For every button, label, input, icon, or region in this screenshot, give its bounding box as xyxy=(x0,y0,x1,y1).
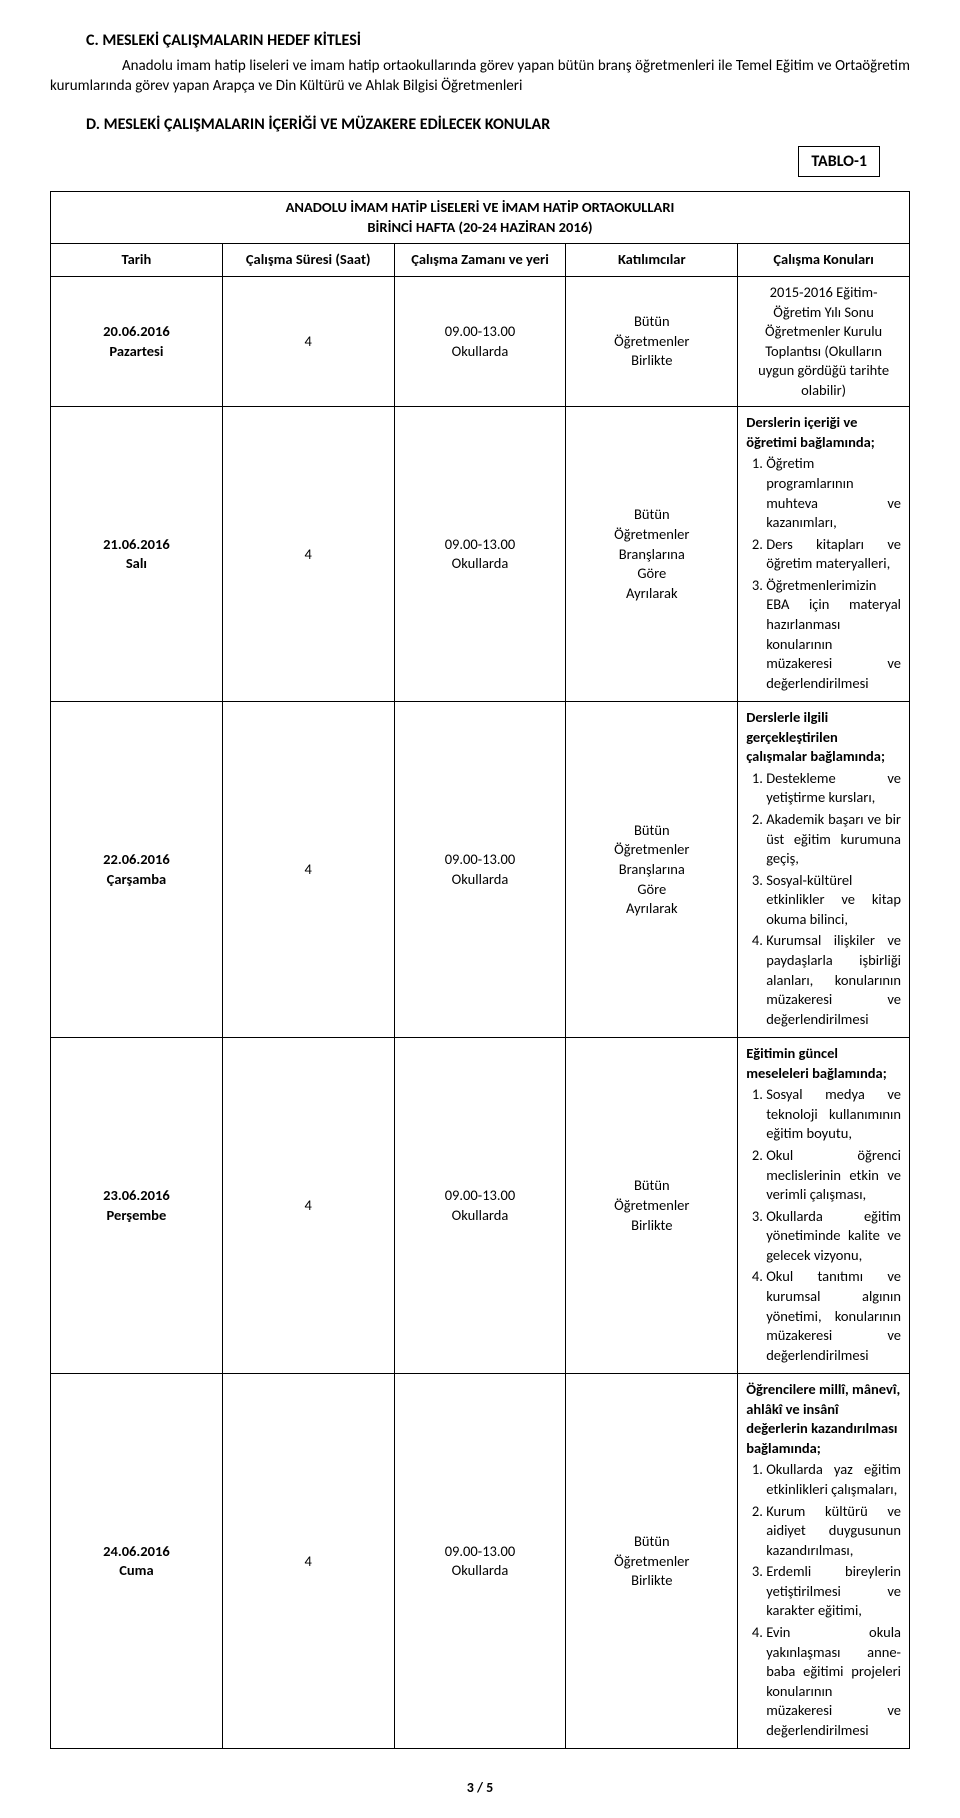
cell-topics: Derslerin içeriği ve öğretimi bağlamında… xyxy=(738,407,910,702)
cell-date: 22.06.2016Çarşamba xyxy=(51,702,223,1038)
topic-item: Öğretim programlarının muhteva ve kazanı… xyxy=(766,454,901,532)
th-topics: Çalışma Konuları xyxy=(738,244,910,277)
topic-item: Erdemli bireylerin yetiştirilmesi ve kar… xyxy=(766,1562,901,1621)
cell-duration: 4 xyxy=(222,702,394,1038)
topic-item: Sosyal medya ve teknoloji kullanımının e… xyxy=(766,1085,901,1144)
topic-item: Okullarda yaz eğitim etkinlikleri çalışm… xyxy=(766,1460,901,1499)
topic-item: Destekleme ve yetiştirme kursları, xyxy=(766,769,901,808)
cell-duration: 4 xyxy=(222,276,394,406)
table-row: 23.06.2016Perşembe409.00-13.00OkullardaB… xyxy=(51,1038,910,1374)
topic-head: Derslerin içeriği ve öğretimi bağlamında… xyxy=(746,413,901,452)
topic-list: Sosyal medya ve teknoloji kullanımının e… xyxy=(766,1085,901,1365)
cell-topics: Öğrencilere millî, mânevî, ahlâkî ve ins… xyxy=(738,1374,910,1749)
table-label: TABLO-1 xyxy=(798,146,880,178)
cell-date: 20.06.2016Pazartesi xyxy=(51,276,223,406)
section-c-heading: C. MESLEKİ ÇALIŞMALARIN HEDEF KİTLESİ xyxy=(50,30,910,52)
banner-line1: ANADOLU İMAM HATİP LİSELERİ VE İMAM HATİ… xyxy=(59,198,901,218)
banner-row: ANADOLU İMAM HATİP LİSELERİ VE İMAM HATİ… xyxy=(51,192,910,244)
topic-item: Evin okula yakınlaşması anne-baba eğitim… xyxy=(766,1623,901,1740)
cell-duration: 4 xyxy=(222,1038,394,1374)
topic-list: Destekleme ve yetiştirme kursları,Akadem… xyxy=(766,769,901,1029)
cell-topics: Eğitimin güncel meseleleri bağlamında;So… xyxy=(738,1038,910,1374)
cell-topics: 2015-2016 Eğitim-Öğretim Yılı Sonu Öğret… xyxy=(738,276,910,406)
topic-item: Kurum kültürü ve aidiyet duygusunun kaza… xyxy=(766,1502,901,1561)
th-date: Tarih xyxy=(51,244,223,277)
topic-item: Sosyal-kültürel etkinlikler ve kitap oku… xyxy=(766,871,901,930)
schedule-table: ANADOLU İMAM HATİP LİSELERİ VE İMAM HATİ… xyxy=(50,191,910,1749)
topic-item: Okullarda eğitim yönetiminde kalite ve g… xyxy=(766,1207,901,1266)
cell-participants: BütünÖğretmenlerBirlikte xyxy=(566,1374,738,1749)
banner-line2: BİRİNCİ HAFTA (20-24 HAZİRAN 2016) xyxy=(59,218,901,238)
topic-head: Derslerle ilgili gerçekleştirilen çalışm… xyxy=(746,708,901,767)
topic-item: Akademik başarı ve bir üst eğitim kurumu… xyxy=(766,810,901,869)
cell-topics: Derslerle ilgili gerçekleştirilen çalışm… xyxy=(738,702,910,1038)
topic-item: Öğretmenlerimizin EBA için materyal hazı… xyxy=(766,576,901,693)
topic-plain: 2015-2016 Eğitim-Öğretim Yılı Sonu Öğret… xyxy=(746,283,901,400)
topic-head: Öğrencilere millî, mânevî, ahlâkî ve ins… xyxy=(746,1380,901,1458)
table-row: 22.06.2016Çarşamba409.00-13.00OkullardaB… xyxy=(51,702,910,1038)
cell-participants: BütünÖğretmenlerBirlikte xyxy=(566,276,738,406)
table-row: 24.06.2016Cuma409.00-13.00OkullardaBütün… xyxy=(51,1374,910,1749)
cell-date: 21.06.2016Salı xyxy=(51,407,223,702)
table-row: 21.06.2016Salı409.00-13.00OkullardaBütün… xyxy=(51,407,910,702)
cell-time: 09.00-13.00Okullarda xyxy=(394,702,566,1038)
section-c-body: Anadolu imam hatip liseleri ve imam hati… xyxy=(50,56,910,97)
banner-cell: ANADOLU İMAM HATİP LİSELERİ VE İMAM HATİ… xyxy=(51,192,910,244)
cell-date: 24.06.2016Cuma xyxy=(51,1374,223,1749)
topic-item: Okul öğrenci meclislerinin etkin ve veri… xyxy=(766,1146,901,1205)
th-time: Çalışma Zamanı ve yeri xyxy=(394,244,566,277)
section-d: D. MESLEKİ ÇALIŞMALARIN İÇERİĞİ VE MÜZAK… xyxy=(50,114,910,136)
topic-list: Okullarda yaz eğitim etkinlikleri çalışm… xyxy=(766,1460,901,1740)
cell-date: 23.06.2016Perşembe xyxy=(51,1038,223,1374)
cell-duration: 4 xyxy=(222,1374,394,1749)
table-row: 20.06.2016Pazartesi409.00-13.00Okullarda… xyxy=(51,276,910,406)
cell-participants: BütünÖğretmenlerBranşlarınaGöreAyrılarak xyxy=(566,407,738,702)
topic-item: Kurumsal ilişkiler ve paydaşlarla işbirl… xyxy=(766,931,901,1029)
cell-time: 09.00-13.00Okullarda xyxy=(394,1374,566,1749)
section-c: C. MESLEKİ ÇALIŞMALARIN HEDEF KİTLESİ An… xyxy=(50,30,910,96)
cell-time: 09.00-13.00Okullarda xyxy=(394,1038,566,1374)
topic-item: Ders kitapları ve öğretim materyalleri, xyxy=(766,535,901,574)
cell-duration: 4 xyxy=(222,407,394,702)
table-label-wrap: TABLO-1 xyxy=(50,146,880,178)
section-c-body-text: Anadolu imam hatip liseleri ve imam hati… xyxy=(50,57,910,95)
topic-item: Okul tanıtımı ve kurumsal algının yöneti… xyxy=(766,1267,901,1365)
page-footer: 3 / 5 xyxy=(50,1779,910,1798)
section-d-heading: D. MESLEKİ ÇALIŞMALARIN İÇERİĞİ VE MÜZAK… xyxy=(50,114,910,136)
topic-head: Eğitimin güncel meseleleri bağlamında; xyxy=(746,1044,901,1083)
th-duration: Çalışma Süresi (Saat) xyxy=(222,244,394,277)
th-participants: Katılımcılar xyxy=(566,244,738,277)
cell-participants: BütünÖğretmenlerBirlikte xyxy=(566,1038,738,1374)
cell-time: 09.00-13.00Okullarda xyxy=(394,276,566,406)
topic-list: Öğretim programlarının muhteva ve kazanı… xyxy=(766,454,901,693)
cell-participants: BütünÖğretmenlerBranşlarınaGöreAyrılarak xyxy=(566,702,738,1038)
cell-time: 09.00-13.00Okullarda xyxy=(394,407,566,702)
header-row: Tarih Çalışma Süresi (Saat) Çalışma Zama… xyxy=(51,244,910,277)
